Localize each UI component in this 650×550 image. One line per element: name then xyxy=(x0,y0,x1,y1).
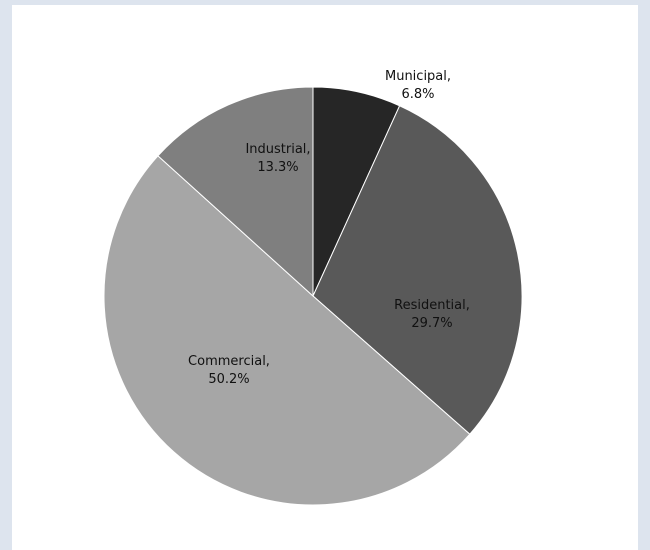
slice-label-category: Residential, xyxy=(394,298,470,313)
slice-label-percent: 29.7% xyxy=(411,316,452,331)
pie-slice-residential xyxy=(312,105,523,435)
chart-panel: Municipal, 6.8% Residential, 29.7% Commercia… xyxy=(12,5,638,550)
slice-label-percent: 13.3% xyxy=(257,160,298,175)
slice-label-percent: 6.8% xyxy=(401,87,434,102)
pie-slices xyxy=(103,86,523,506)
slice-label-category: Municipal, xyxy=(385,69,451,84)
slice-label-industrial: Industrial, 13.3% xyxy=(245,142,310,175)
slice-label-municipal: Municipal, 6.8% xyxy=(385,69,451,102)
slice-label-commercial: Commercial, 50.2% xyxy=(188,354,270,387)
slice-label-residential: Residential, 29.7% xyxy=(394,298,470,331)
pie-slice-industrial xyxy=(157,86,314,298)
pie-labels: Municipal, 6.8% Residential, 29.7% Commercia… xyxy=(188,69,470,387)
pie-slice-commercial xyxy=(103,155,471,506)
slice-label-category: Industrial, xyxy=(245,142,310,157)
slice-label-category: Commercial, xyxy=(188,354,270,369)
slice-label-percent: 50.2% xyxy=(208,372,249,387)
pie-chart: Municipal, 6.8% Residential, 29.7% Commercia… xyxy=(103,69,523,506)
